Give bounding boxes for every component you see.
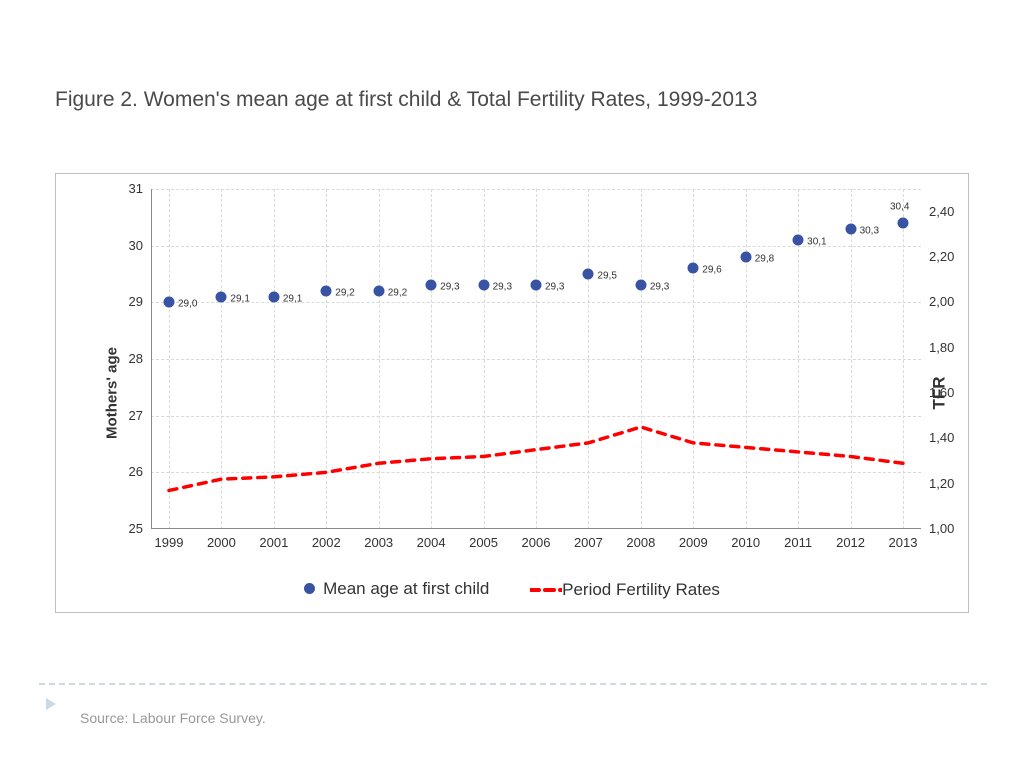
legend-item-tfr: Period Fertility Rates [530,580,720,600]
data-label: 29,3 [650,282,669,293]
age-marker [373,286,384,297]
data-label: 29,3 [545,282,564,293]
x-tick: 2004 [411,535,451,550]
data-label: 29,6 [702,265,721,276]
x-tick: 2007 [568,535,608,550]
y-right-tick: 1,60 [929,385,969,400]
data-label: 29,2 [388,288,407,299]
age-marker [793,235,804,246]
circle-icon [304,583,315,594]
age-marker [164,297,175,308]
triangle-icon [46,698,56,710]
footer-divider [39,683,987,685]
x-tick: 2011 [778,535,818,550]
legend: Mean age at first child Period Fertility… [56,579,968,601]
x-tick: 2006 [516,535,556,550]
age-marker [478,280,489,291]
chart-container: Mothers' age TFR 252627282930311,001,201… [55,173,969,613]
y-right-tick: 2,00 [929,294,969,309]
data-label: 29,8 [755,254,774,265]
x-tick: 2009 [673,535,713,550]
x-tick: 2013 [883,535,923,550]
y-right-tick: 1,40 [929,430,969,445]
x-tick: 2010 [726,535,766,550]
age-marker [321,286,332,297]
x-tick: 2008 [621,535,661,550]
age-marker [426,280,437,291]
age-marker [845,223,856,234]
data-label: 29,2 [335,288,354,299]
plot-area: 252627282930311,001,201,401,601,802,002,… [151,189,921,529]
data-label: 30,3 [860,225,879,236]
y-left-tick: 30 [113,238,143,253]
y-right-tick: 2,20 [929,249,969,264]
x-tick: 2005 [464,535,504,550]
y-left-tick: 31 [113,181,143,196]
age-marker [583,269,594,280]
legend-label: Mean age at first child [323,579,489,599]
x-tick: 2002 [306,535,346,550]
y-right-tick: 2,40 [929,204,969,219]
source-text: Source: Labour Force Survey. [80,710,266,726]
y-left-tick: 29 [113,294,143,309]
age-marker [216,291,227,302]
age-marker [740,252,751,263]
legend-label: Period Fertility Rates [562,580,720,600]
figure-title: Figure 2. Women's mean age at first chil… [55,88,757,112]
y-right-tick: 1,20 [929,476,969,491]
tfr-line [151,189,921,529]
x-tick: 2003 [359,535,399,550]
age-marker [635,280,646,291]
y-left-tick: 26 [113,464,143,479]
data-label: 29,1 [230,293,249,304]
y-right-tick: 1,00 [929,521,969,536]
x-tick: 2001 [254,535,294,550]
age-marker [898,218,909,229]
legend-item-age: Mean age at first child [304,579,489,599]
y-left-tick: 27 [113,408,143,423]
data-label: 29,0 [178,299,197,310]
age-marker [531,280,542,291]
data-label: 30,1 [807,237,826,248]
y-right-tick: 1,80 [929,340,969,355]
dash-icon [530,586,562,594]
age-marker [688,263,699,274]
data-label: 29,3 [440,282,459,293]
x-tick: 2000 [201,535,241,550]
data-label: 30,4 [890,202,909,213]
data-label: 29,5 [597,271,616,282]
x-tick: 2012 [831,535,871,550]
age-marker [268,291,279,302]
data-label: 29,1 [283,293,302,304]
x-tick: 1999 [149,535,189,550]
data-label: 29,3 [493,282,512,293]
y-left-tick: 28 [113,351,143,366]
y-left-tick: 25 [113,521,143,536]
